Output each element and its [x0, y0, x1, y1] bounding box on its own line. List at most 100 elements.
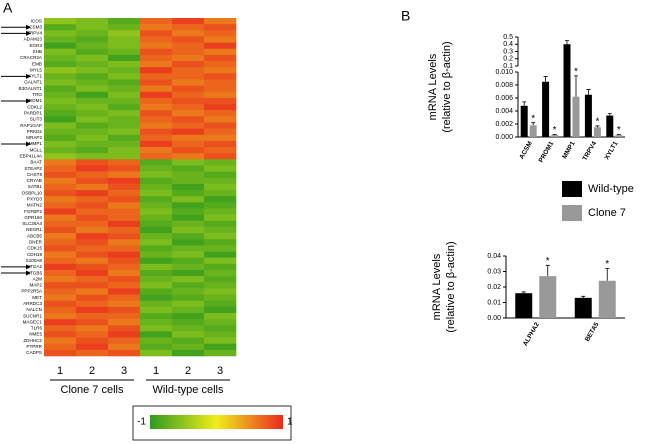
- heatmap-cell: [44, 183, 77, 191]
- heatmap-cell: [172, 251, 205, 258]
- row-label: MGLL: [29, 147, 42, 152]
- heatmap-cell: [172, 214, 205, 222]
- heatmap-cell: [76, 214, 109, 222]
- arrowhead: [26, 264, 31, 270]
- heatmap-cell: [140, 319, 173, 326]
- heatmap-cell: [140, 134, 173, 142]
- heatmap-cell: [204, 24, 237, 31]
- heatmap-cell: [44, 312, 77, 320]
- heatmap-cell: [108, 42, 141, 50]
- heatmap-cell: [76, 128, 109, 136]
- heatmap-cell: [44, 190, 77, 197]
- heatmap-cell: [204, 214, 237, 222]
- heatmap-cell: [108, 251, 141, 258]
- heatmap-cell: [204, 208, 237, 215]
- row-label: NALCN: [26, 307, 42, 312]
- colorbar-frame: [132, 405, 292, 441]
- heatmap-cell: [140, 343, 173, 351]
- heatmap-cell: [44, 306, 77, 314]
- bar: [563, 44, 571, 137]
- heatmap-cell: [204, 331, 237, 338]
- error-bar: [586, 89, 591, 95]
- heatmap-cell: [44, 140, 77, 148]
- heatmap-cell: [172, 263, 205, 271]
- y-tick-label: 0.03: [487, 268, 501, 275]
- row-label: RAP1GAP: [20, 123, 42, 128]
- heatmap-cell: [204, 196, 237, 203]
- heatmap-cell: [204, 36, 237, 43]
- heatmap-cell: [108, 85, 141, 93]
- row-label: ABCB5: [27, 233, 43, 238]
- row-label: S100A8: [26, 258, 43, 263]
- heatmap-cell: [204, 73, 237, 80]
- y-axis-label: (relative to β-actin): [441, 41, 453, 132]
- heatmap-cell: [204, 48, 237, 56]
- heatmap-cell: [140, 165, 173, 172]
- heatmap-cell: [44, 282, 77, 289]
- heatmap-cell: [44, 48, 77, 56]
- heatmap-cell: [76, 190, 109, 197]
- bar: [542, 81, 550, 137]
- heatmap-cell: [204, 91, 237, 99]
- row-label: GPR160: [24, 215, 42, 220]
- heatmap-cell: [76, 226, 109, 234]
- heatmap-cell: [108, 97, 141, 105]
- heatmap-cell: [44, 177, 77, 185]
- heatmap-cell: [204, 134, 237, 142]
- heatmap-cell: [140, 331, 173, 338]
- significance-mark: *: [531, 113, 535, 124]
- heatmap-cell: [108, 153, 141, 160]
- heatmap-cell: [44, 300, 77, 308]
- row-label: ITGB5: [29, 270, 43, 275]
- heatmap-cell: [172, 147, 205, 154]
- heatmap-cell: [44, 79, 77, 86]
- heatmap-cell: [204, 85, 237, 93]
- error-bar: [616, 134, 621, 136]
- x-tick-label: ALPHA2: [522, 321, 541, 347]
- arrowhead: [26, 30, 31, 36]
- heatmap-cell: [172, 294, 205, 301]
- row-label: OSBPL10: [22, 190, 43, 195]
- bar: [606, 115, 614, 137]
- heatmap-cell: [172, 190, 205, 197]
- heatmap-cell: [204, 110, 237, 117]
- heatmap-cell: [204, 30, 237, 37]
- heatmap-cell: [140, 171, 173, 179]
- legend-swatch: [562, 181, 582, 197]
- heatmap-cell: [172, 110, 205, 117]
- heatmap-cell: [204, 190, 237, 197]
- heatmap-cell: [108, 24, 141, 31]
- error-bar: [552, 134, 557, 136]
- row-label: NEGR1: [26, 227, 42, 232]
- legend-swatch: [562, 205, 582, 221]
- row-label: SUCNR1: [23, 313, 42, 318]
- heatmap-cell: [140, 97, 173, 105]
- heatmap-cell: [76, 202, 109, 209]
- heatmap-cell: [76, 67, 109, 74]
- y-tick-label: 0.01: [487, 299, 501, 306]
- group-label: Clone 7 cells: [61, 384, 124, 396]
- heatmap-cell: [204, 251, 237, 258]
- heatmap-cell: [172, 104, 205, 111]
- heatmap-cell: [140, 220, 173, 228]
- heatmap-cell: [44, 61, 77, 68]
- heatmap-cell: [76, 134, 109, 142]
- heatmap-cell: [140, 349, 173, 357]
- heatmap-cell: [76, 177, 109, 185]
- arrowhead: [26, 141, 31, 147]
- heatmap-cell: [140, 214, 173, 222]
- heatmap-cell: [76, 239, 109, 246]
- heatmap-cell: [204, 220, 237, 228]
- heatmap-cell: [204, 282, 237, 289]
- bar: [572, 96, 580, 137]
- heatmap-cell: [172, 245, 205, 252]
- arrowhead: [26, 270, 31, 276]
- heatmap-cell: [108, 116, 141, 123]
- heatmap-cell: [44, 239, 77, 246]
- row-label: ITGA2: [29, 264, 43, 269]
- row-label: SATB1: [28, 184, 43, 189]
- heatmap-cell: [172, 134, 205, 142]
- y-axis-label: (relative to β-actin): [445, 241, 457, 332]
- heatmap-cell: [108, 276, 141, 283]
- heatmap-cell: [108, 245, 141, 252]
